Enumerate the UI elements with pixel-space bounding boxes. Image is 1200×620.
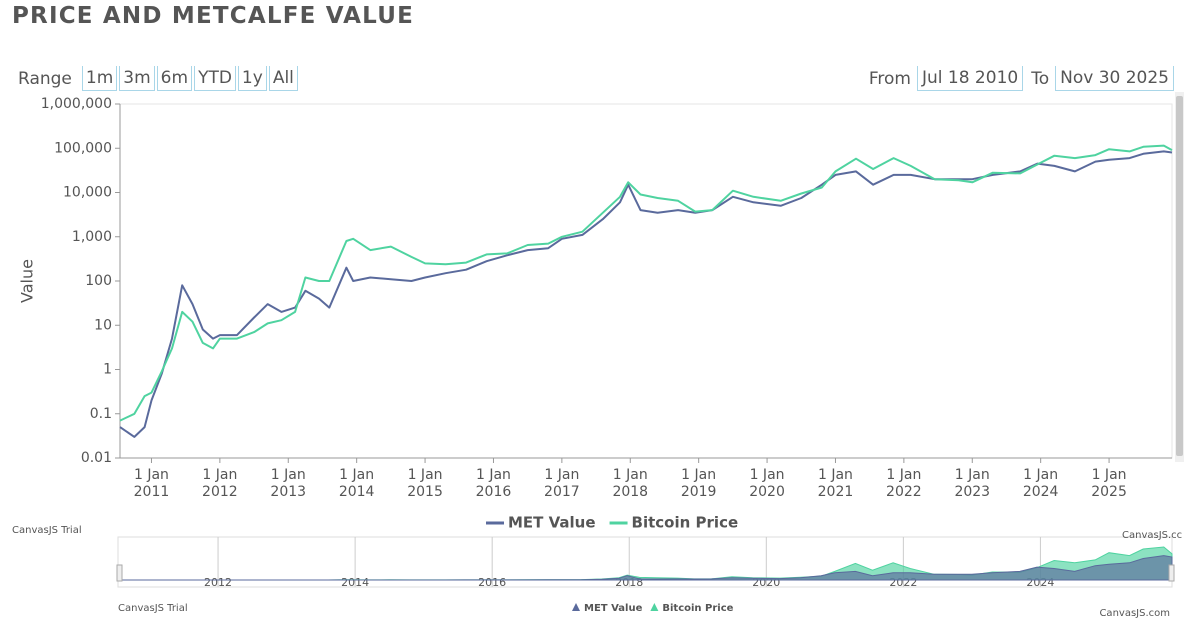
navigator-area: [118, 555, 1173, 581]
navigator-tick-label: 2012: [204, 576, 232, 589]
from-input[interactable]: Jul 18 2010: [916, 66, 1024, 91]
chart-title: PRICE AND METCALFE VALUE: [12, 3, 414, 29]
y-tick-label: 10: [94, 317, 112, 333]
y-tick-label: 0.01: [81, 450, 112, 466]
range-button[interactable]: 1m: [81, 66, 118, 91]
range-button[interactable]: All: [268, 66, 298, 91]
date-range: From Jul 18 2010 To Nov 30 2025: [869, 66, 1174, 91]
watermark: CanvasJS Trial: [118, 603, 188, 614]
y-tick-label: 1,000: [72, 229, 112, 245]
from-label: From: [868, 68, 911, 89]
navigator-legend-label: Bitcoin Price: [662, 603, 733, 614]
navigator-tick-label: 2014: [341, 576, 369, 589]
x-tick-label: 1 Jan 2025: [1091, 467, 1127, 500]
watermark: CanvasJS Trial: [12, 525, 82, 536]
series-line: [119, 150, 1173, 438]
series-line: [119, 144, 1173, 422]
x-tick-label: 1 Jan 2022: [886, 467, 922, 500]
y-tick-label: 0.1: [90, 406, 112, 422]
x-tick-label: 1 Jan 2015: [407, 467, 443, 500]
x-tick-label: 1 Jan 2012: [202, 467, 238, 500]
navigator-handle[interactable]: [116, 564, 123, 582]
x-tick-label: 1 Jan 2023: [954, 467, 991, 500]
x-tick-label: 1 Jan 2014: [338, 467, 375, 500]
plot-area: [119, 103, 1173, 459]
x-tick-label: 1 Jan 2013: [270, 467, 307, 500]
y-tick-label: 100: [85, 273, 112, 289]
x-tick-label: 1 Jan 2018: [612, 467, 649, 500]
x-tick-label: 1 Jan 2020: [749, 467, 785, 500]
to-input[interactable]: Nov 30 2025: [1055, 66, 1174, 91]
x-tick-label: 1 Jan 2016: [475, 467, 512, 500]
y-tick-label: 100,000: [54, 140, 112, 156]
navigator-legend-marker: [572, 603, 580, 611]
legend-label: Bitcoin Price: [632, 514, 739, 532]
watermark: CanvasJS.com: [1099, 608, 1170, 619]
x-tick-label: 1 Jan 2024: [1022, 467, 1059, 500]
x-tick-label: 1 Jan 2011: [133, 467, 170, 500]
navigator-tick-label: 2016: [478, 576, 506, 589]
x-tick-label: 1 Jan 2021: [817, 467, 854, 500]
x-tick-label: 1 Jan 2019: [680, 467, 717, 500]
y-tick-label: 10,000: [63, 185, 112, 201]
navigator-handle[interactable]: [1168, 564, 1175, 582]
navigator-legend-marker: [650, 603, 659, 611]
range-button[interactable]: YTD: [194, 66, 236, 91]
scrollbar-thumb: [1176, 96, 1183, 456]
y-tick-label: 1: [103, 362, 112, 378]
y-axis-title: Value: [18, 259, 37, 303]
x-tick-label: 1 Jan 2017: [544, 467, 580, 500]
range-selector: Range 1m 3m 6m YTD 1y All: [18, 66, 300, 91]
to-label: To: [1031, 68, 1050, 89]
legend-label: MET Value: [508, 514, 596, 532]
navigator-legend-label: MET Value: [584, 603, 643, 614]
range-button[interactable]: 1y: [237, 66, 267, 91]
watermark: CanvasJS.cc: [1122, 530, 1182, 541]
range-button[interactable]: 3m: [119, 66, 155, 91]
range-label: Range: [18, 68, 72, 89]
range-button[interactable]: 6m: [156, 66, 193, 91]
y-tick-label: 1,000,000: [41, 96, 112, 112]
